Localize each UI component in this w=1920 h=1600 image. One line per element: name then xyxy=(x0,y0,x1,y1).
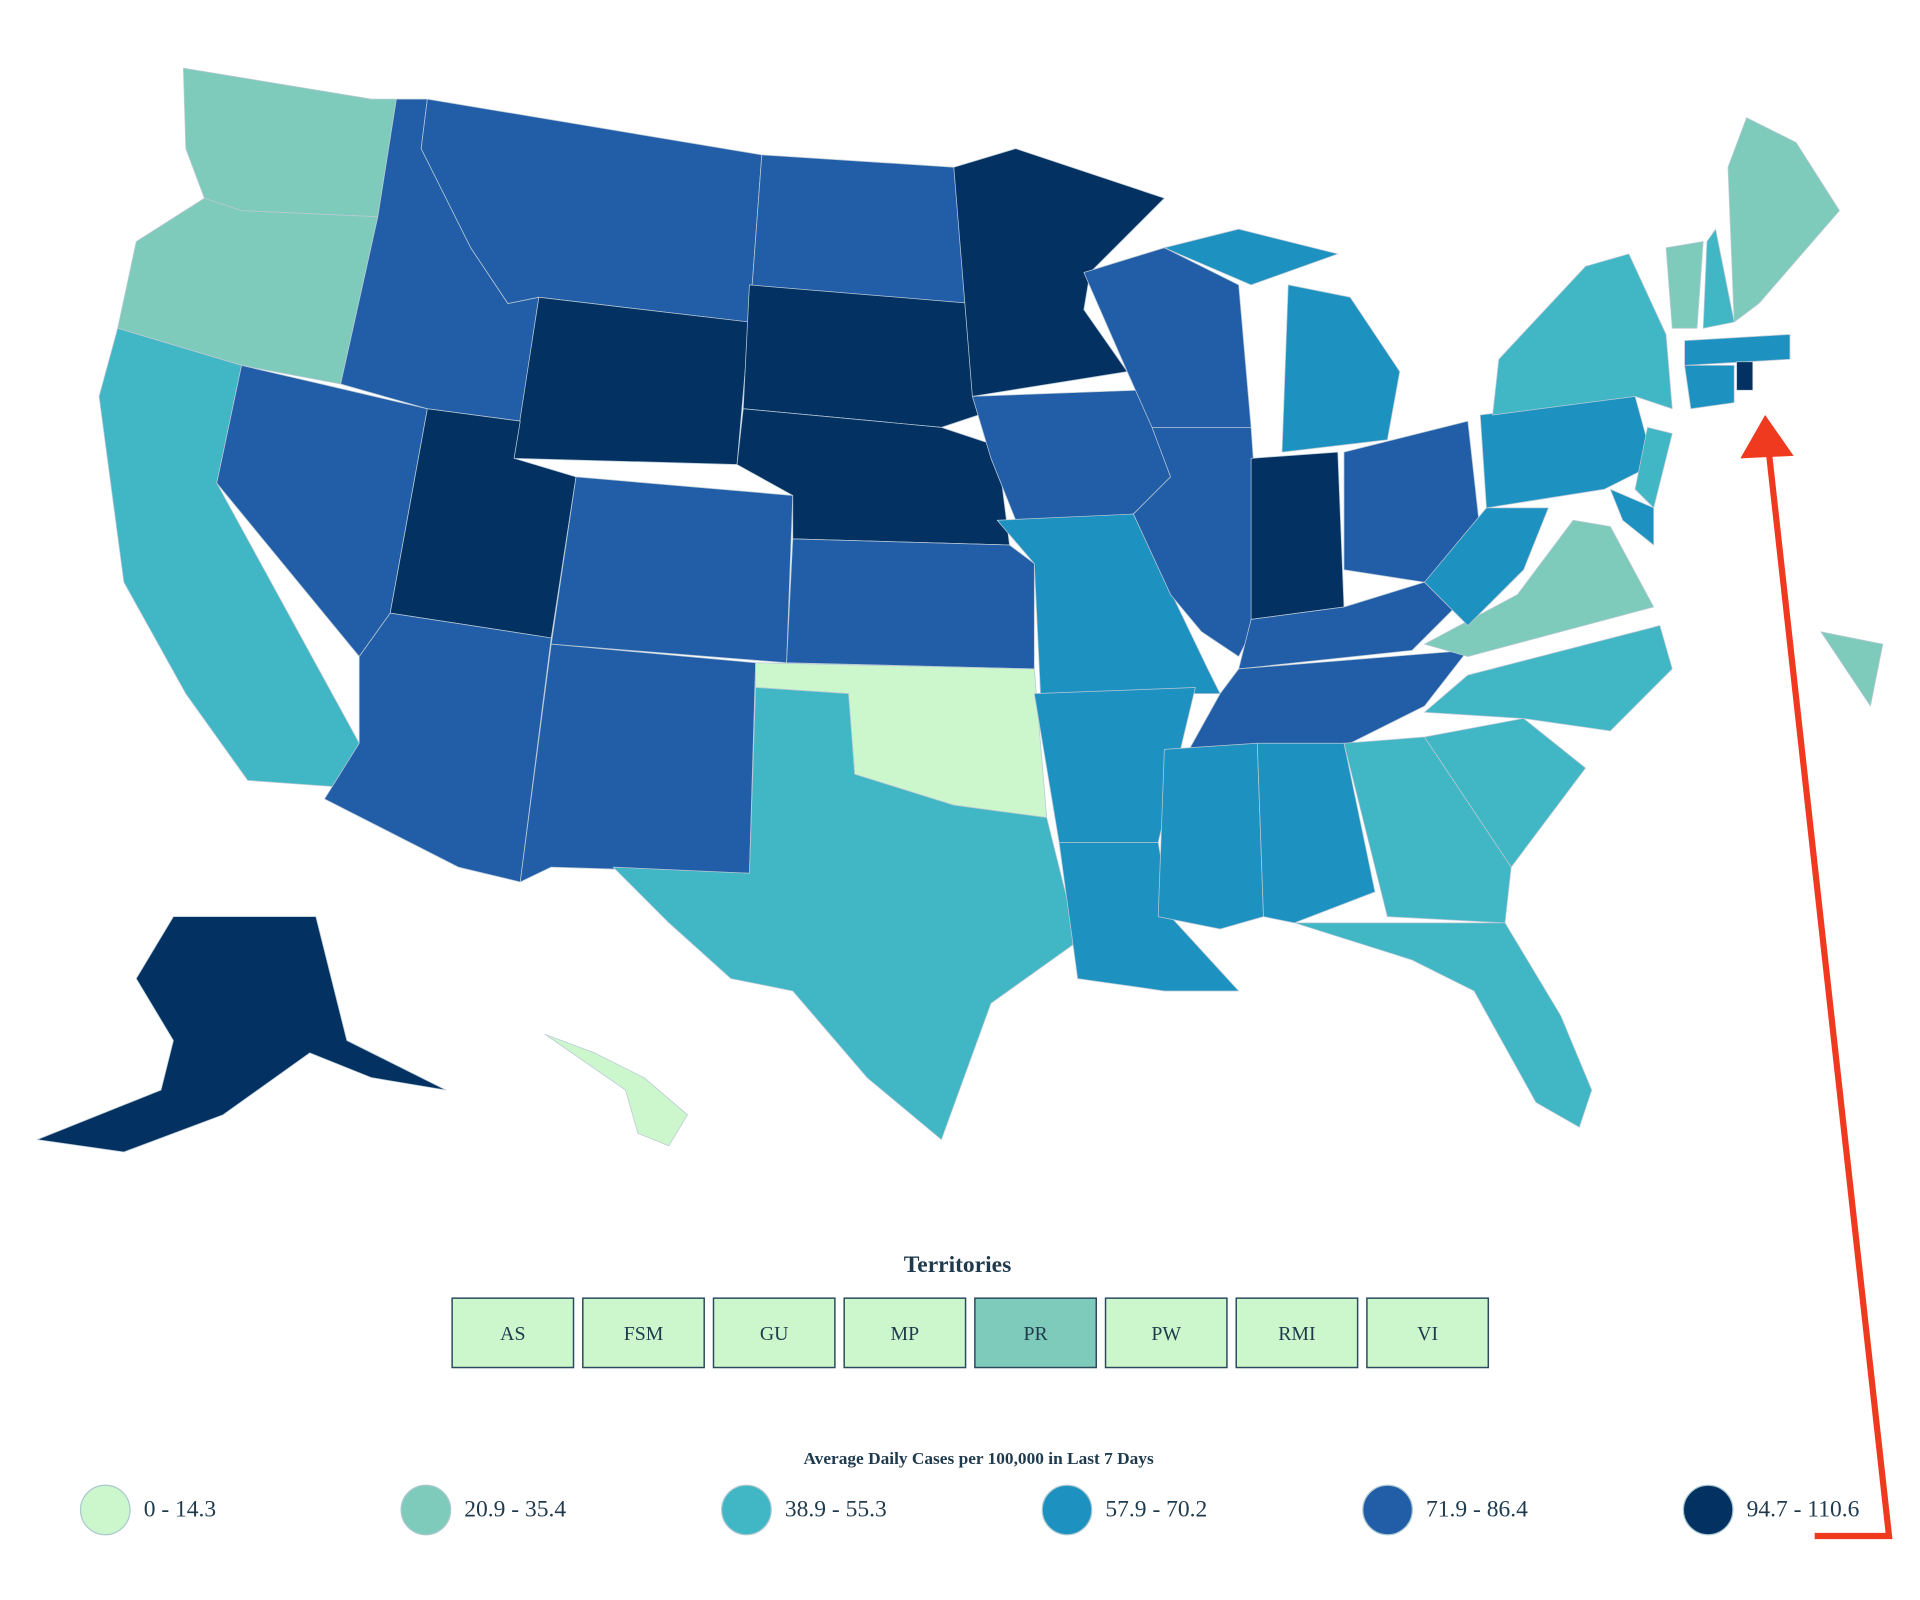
territory-button[interactable]: PR xyxy=(974,1297,1097,1369)
button-box[interactable] xyxy=(712,1297,836,1369)
state xyxy=(953,148,1165,397)
button-label[interactable]: FSM xyxy=(624,1323,664,1345)
legend: 0 - 14.3 20.9 - 35.4 38.9 - 55.3 57.9 - 70.… xyxy=(79,1484,1860,1536)
state xyxy=(1343,736,1512,924)
state xyxy=(519,643,756,883)
button-label[interactable]: VI xyxy=(1417,1323,1438,1345)
territory-button[interactable]: PW xyxy=(1104,1297,1228,1369)
state xyxy=(182,67,397,218)
territory-buttons: AS FSM GU MP PR PW RMI VI xyxy=(451,1297,1490,1369)
state xyxy=(1281,284,1401,453)
button-box[interactable] xyxy=(1104,1297,1228,1369)
legend-swatch xyxy=(721,1484,772,1536)
button-label[interactable]: AS xyxy=(500,1323,525,1345)
state xyxy=(1684,365,1735,410)
state xyxy=(1058,841,1240,992)
state xyxy=(1424,718,1586,868)
button-label[interactable]: PW xyxy=(1151,1323,1181,1345)
state xyxy=(1609,488,1655,546)
state xyxy=(1665,241,1704,329)
territory-button[interactable]: AS xyxy=(451,1297,575,1369)
state xyxy=(1424,625,1673,732)
button-label[interactable]: RMI xyxy=(1278,1323,1315,1345)
state xyxy=(1684,334,1791,366)
territory-button[interactable]: VI xyxy=(1366,1297,1490,1369)
state xyxy=(1256,742,1376,924)
state xyxy=(1492,253,1673,416)
state xyxy=(1702,228,1735,329)
legend-label: 71.9 - 86.4 xyxy=(1426,1497,1528,1523)
button-box[interactable] xyxy=(582,1297,705,1369)
state xyxy=(742,284,979,428)
territories-title: Territories xyxy=(904,1252,1012,1278)
button-box[interactable] xyxy=(1235,1297,1359,1369)
territory-button[interactable]: RMI xyxy=(1235,1297,1359,1369)
state xyxy=(1164,228,1339,286)
state xyxy=(550,476,794,664)
legend-swatch xyxy=(400,1484,452,1536)
state xyxy=(1424,519,1655,657)
legend-label: 38.9 - 55.3 xyxy=(785,1497,887,1523)
legend-label: 20.9 - 35.4 xyxy=(464,1497,566,1523)
legend-swatch xyxy=(1682,1484,1734,1536)
state xyxy=(612,687,1079,1140)
legend-title: Average Daily Cases per 100,000 in Last … xyxy=(803,1449,1153,1468)
legend-label: 57.9 - 70.2 xyxy=(1105,1497,1207,1523)
legend-swatch xyxy=(1362,1484,1413,1536)
state xyxy=(1424,507,1549,626)
territory-shape xyxy=(1820,631,1884,707)
state xyxy=(1250,451,1345,620)
state xyxy=(786,538,1035,670)
state xyxy=(1727,117,1840,323)
legend-label: 0 - 14.3 xyxy=(144,1497,216,1523)
state xyxy=(36,916,447,1153)
us-map xyxy=(36,67,1884,1153)
button-label[interactable]: MP xyxy=(891,1323,920,1345)
state xyxy=(324,612,552,883)
annotation-arrow xyxy=(1740,414,1893,1540)
button-box[interactable] xyxy=(974,1297,1097,1369)
state xyxy=(1188,649,1469,750)
button-box[interactable] xyxy=(1366,1297,1490,1369)
territory-button[interactable]: MP xyxy=(843,1297,967,1369)
state xyxy=(513,296,750,465)
state xyxy=(1736,361,1754,391)
button-box[interactable] xyxy=(843,1297,967,1369)
button-box[interactable] xyxy=(451,1297,575,1369)
legend-swatch xyxy=(79,1484,131,1536)
button-label[interactable]: PR xyxy=(1023,1323,1048,1345)
legend-label: 94.7 - 110.6 xyxy=(1747,1497,1860,1523)
state xyxy=(1157,742,1264,930)
legend-swatch xyxy=(1041,1484,1093,1536)
territory-button[interactable]: GU xyxy=(712,1297,836,1369)
state xyxy=(1294,922,1593,1128)
content: Territories AS FSM GU MP PR PW RMI VI Average D… xyxy=(36,67,1893,1540)
territory-button[interactable]: FSM xyxy=(582,1297,705,1369)
button-label[interactable]: GU xyxy=(760,1323,789,1345)
state xyxy=(544,1033,688,1147)
